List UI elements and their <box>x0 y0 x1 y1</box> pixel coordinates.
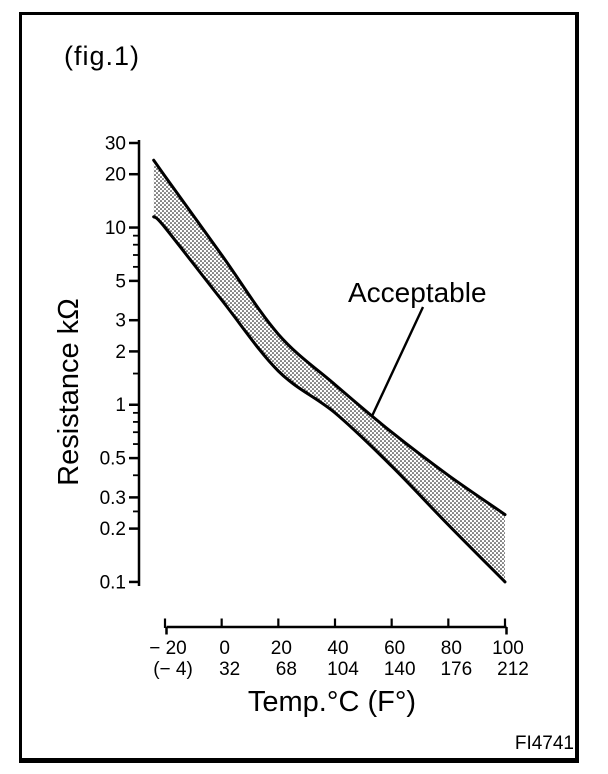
x-tick-label-fahrenheit: 140 <box>384 659 416 680</box>
figure-caption: (fig.1) <box>64 41 141 71</box>
x-tick-label-fahrenheit: 176 <box>440 659 472 680</box>
x-tick-label-fahrenheit: 68 <box>276 659 297 680</box>
figure-code: FI4741 <box>514 733 574 754</box>
y-tick-label: 20 <box>105 165 126 186</box>
x-tick-label-fahrenheit: 32 <box>219 659 240 680</box>
y-tick-label: 0.2 <box>100 519 126 540</box>
figure-border-frame <box>19 12 579 763</box>
y-tick-label: 1 <box>115 395 126 416</box>
x-axis-title: Temp.°C (F°) <box>248 686 416 718</box>
y-tick-label: 0.3 <box>100 488 126 509</box>
x-tick-label-fahrenheit: 212 <box>497 659 529 680</box>
lower-limit-curve <box>152 215 507 584</box>
x-tick-label-celsius: 20 <box>271 638 292 659</box>
x-tick-label-celsius: 80 <box>441 638 462 659</box>
acceptable-band <box>153 160 505 582</box>
x-tick-label-celsius: 0 <box>219 638 230 659</box>
y-tick-label: 0.5 <box>100 449 126 470</box>
y-tick-label: 2 <box>115 342 126 363</box>
y-tick-label: 10 <box>105 218 126 239</box>
acceptable-pointer-line <box>370 306 425 418</box>
y-tick-label: 0.1 <box>100 572 126 593</box>
x-tick-label-fahrenheit: (− 4) <box>153 659 193 680</box>
y-axis-title: Resistance kΩ <box>53 298 85 486</box>
x-tick-label-celsius: − 20 <box>149 638 187 659</box>
x-tick-label-celsius: 40 <box>327 638 348 659</box>
acceptable-label: Acceptable <box>348 277 487 308</box>
y-tick-label: 30 <box>105 134 126 155</box>
y-tick-label: 3 <box>115 311 126 332</box>
x-tick-label-celsius: 60 <box>384 638 405 659</box>
upper-limit-curve <box>152 158 507 517</box>
y-tick-label: 5 <box>115 271 126 292</box>
x-tick-label-fahrenheit: 104 <box>327 659 359 680</box>
x-tick-label-celsius: 100 <box>492 638 524 659</box>
